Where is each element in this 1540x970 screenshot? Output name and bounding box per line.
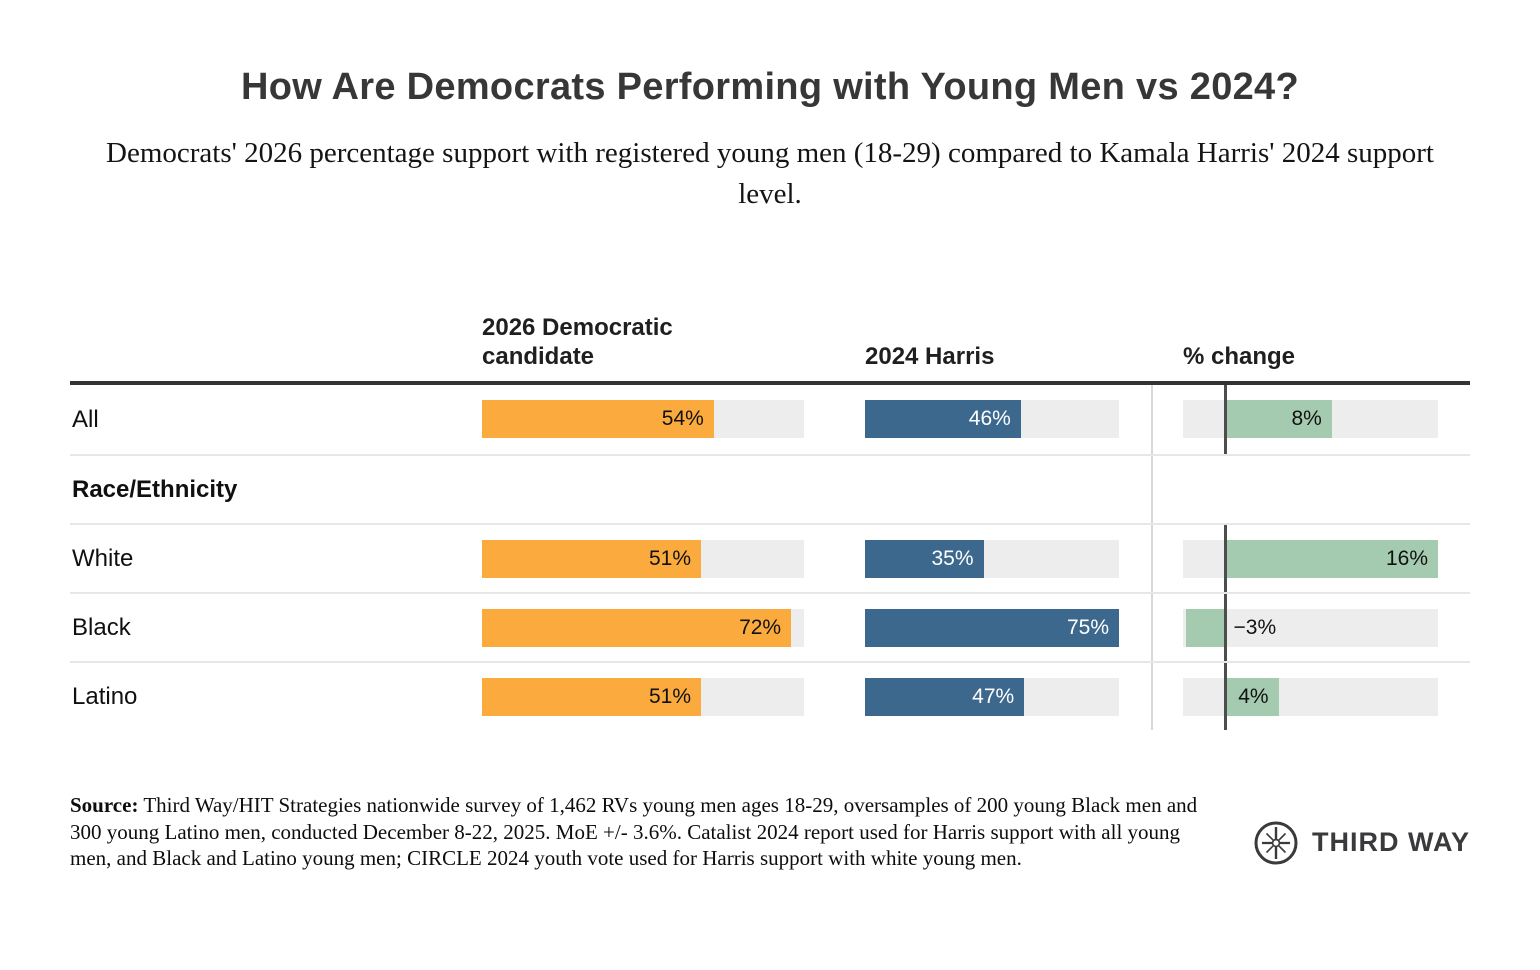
row-label: White [72, 544, 134, 572]
bar-change-white: 16% [1225, 540, 1438, 579]
column-header-2026-democratic-candidate: 2026 Democratic candidate [482, 313, 673, 371]
bar-2026-all: 54% [482, 400, 714, 439]
chart-table: 2026 Democratic candidate 2024 Harris % … [70, 215, 1470, 731]
column-header-percent-change: % change [1183, 343, 1296, 371]
bar-2026-black: 72% [482, 609, 792, 648]
table-body: All 54% 46% 8% Race/Ethnicity White 51% 35% 16% B… [70, 385, 1470, 731]
zero-axis-line [1224, 525, 1227, 593]
row-label: Latino [72, 682, 138, 710]
logo-text: THIRD WAY [1311, 827, 1470, 858]
zero-axis-line [1224, 663, 1227, 731]
bar-value-2024: 75% [1066, 616, 1109, 640]
third-way-logo: THIRD WAY [1253, 820, 1470, 872]
compass-star-icon [1254, 821, 1298, 865]
bar-value-change: 4% [1238, 685, 1269, 709]
section-row: Race/Ethnicity [70, 454, 1470, 523]
bar-2026-white: 51% [482, 540, 701, 579]
bar-value-change: 8% [1291, 407, 1322, 431]
track-2024: 75% [865, 609, 1119, 648]
bar-value-change: 16% [1385, 547, 1428, 571]
bar-value-2026: 72% [739, 616, 782, 640]
track-change: 16% [1183, 540, 1438, 579]
chart-page: How Are Democrats Performing with Young … [0, 66, 1540, 872]
bar-2024-all: 46% [865, 400, 1021, 439]
track-change: −3% [1183, 609, 1438, 648]
chart-title: How Are Democrats Performing with Young … [240, 66, 1300, 108]
track-change: 4% [1183, 678, 1438, 717]
bar-2024-latino: 47% [865, 678, 1025, 717]
bar-2024-black: 75% [865, 609, 1119, 648]
bar-value-2026: 54% [661, 407, 704, 431]
data-row-black: Black 72% 75% −3% [70, 592, 1470, 662]
zero-axis-line [1224, 385, 1227, 455]
track-2024: 46% [865, 400, 1119, 439]
chart-subtitle: Democrats' 2026 percentage support with … [106, 137, 1434, 211]
track-2026: 72% [482, 609, 804, 648]
zero-axis-line [1224, 594, 1227, 662]
track-change: 8% [1183, 400, 1438, 439]
bar-value-change: −3% [1233, 616, 1277, 640]
bar-value-2024: 47% [972, 685, 1015, 709]
track-2026: 54% [482, 400, 804, 439]
bar-2024-white: 35% [865, 540, 984, 579]
data-row-all: All 54% 46% 8% [70, 385, 1470, 455]
row-label: All [72, 405, 99, 433]
track-2026: 51% [482, 540, 804, 579]
bar-value-2026: 51% [648, 547, 691, 571]
data-row-latino: Latino 51% 47% 4% [70, 661, 1470, 731]
bar-value-2024: 46% [968, 407, 1011, 431]
track-2026: 51% [482, 678, 804, 717]
row-label: Black [72, 613, 131, 641]
bar-change-latino: 4% [1225, 678, 1279, 717]
section-label: Race/Ethnicity [72, 475, 238, 503]
bar-change-black [1185, 609, 1226, 648]
source-text: Third Way/HIT Strategies nationwide surv… [70, 793, 1198, 871]
source-note: Source: Third Way/HIT Strategies nationw… [70, 792, 1220, 871]
column-header-2024-harris: 2024 Harris [865, 343, 995, 371]
column-divider [1151, 385, 1153, 731]
bar-2026-latino: 51% [482, 678, 701, 717]
bar-value-2024: 35% [931, 547, 974, 571]
track-2024: 47% [865, 678, 1119, 717]
source-label: Source: [70, 793, 139, 818]
footer: Source: Third Way/HIT Strategies nationw… [70, 792, 1470, 871]
track-2024: 35% [865, 540, 1119, 579]
bar-value-2026: 51% [648, 685, 691, 709]
data-row-white: White 51% 35% 16% [70, 523, 1470, 593]
table-header-row: 2026 Democratic candidate 2024 Harris % … [70, 215, 1470, 386]
bar-change-all: 8% [1225, 400, 1332, 439]
